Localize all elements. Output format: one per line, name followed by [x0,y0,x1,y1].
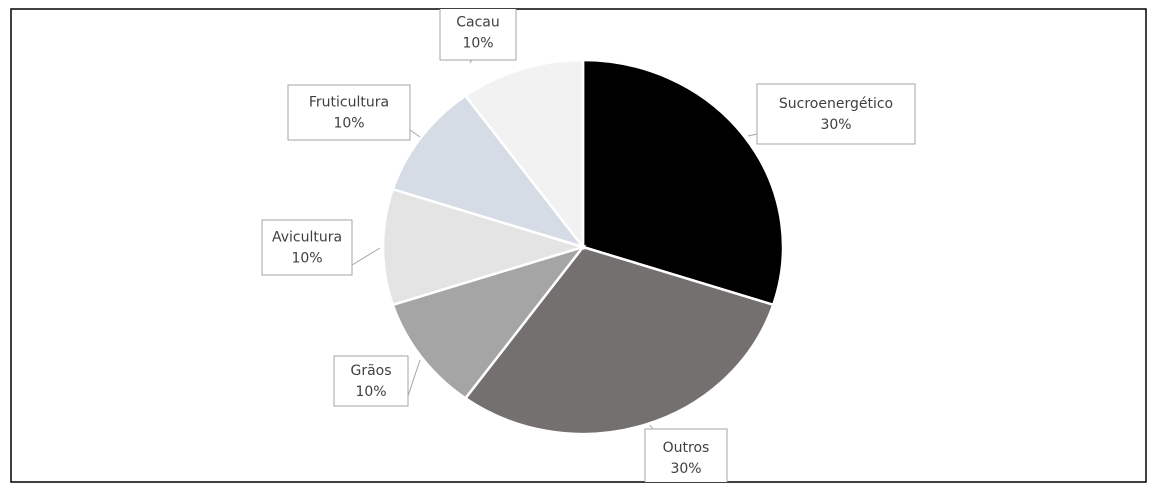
data-label-name: Outros [663,440,710,456]
label-box [333,355,409,407]
pie-slice [463,58,585,251]
label-pointer [747,133,758,137]
pie-slice [463,245,775,436]
data-label-name: Fruticultura [309,95,389,111]
data-label-value: 10% [462,36,493,52]
plot-area: Sucroenergético 30% Outros 30% Grãos 10% Avicu… [261,9,916,482]
pie-slice [381,187,588,307]
data-label-name: Cacau [456,15,500,31]
label-pointer [351,247,381,266]
label-box [287,84,411,141]
label-box [756,83,916,145]
pie-slice [391,94,587,250]
pie-slice [581,58,785,307]
data-label-value: 10% [355,384,386,400]
label-box [261,219,353,276]
data-label-name: Grãos [350,363,391,379]
data-label-name: Sucroenergético [779,96,893,112]
pie-slice [391,244,587,400]
label-box [644,428,728,482]
label-box [439,9,517,61]
label-pointer [407,359,421,397]
data-label-value: 30% [820,117,851,133]
data-label-value: 10% [291,251,322,267]
data-label-name: Avicultura [272,230,342,246]
label-pointer [409,129,421,138]
data-label-value: 30% [670,461,701,477]
data-label-value: 10% [333,116,364,132]
